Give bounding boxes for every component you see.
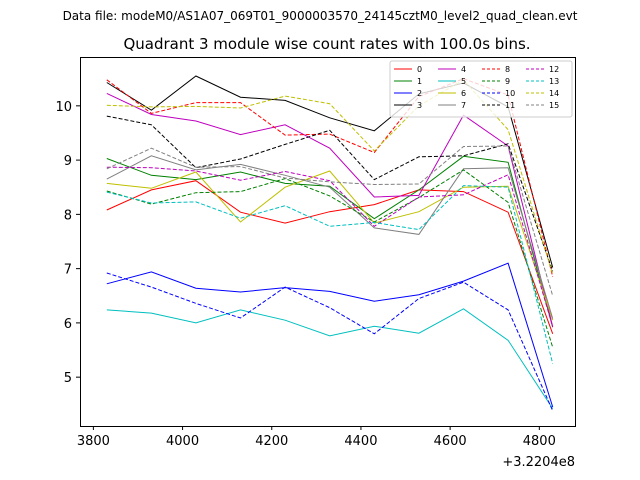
- x-tick-label: 4400: [344, 434, 377, 449]
- legend-label-2: 2: [417, 89, 422, 98]
- y-tick-label: 10: [55, 100, 72, 115]
- legend-label-6: 6: [461, 89, 466, 98]
- y-tick-label: 7: [64, 263, 72, 278]
- series-line-12: [106, 166, 554, 327]
- legend-label-7: 7: [461, 101, 466, 110]
- series-line-5: [106, 308, 554, 409]
- series-line-0: [106, 180, 554, 334]
- series-line-6: [106, 170, 554, 321]
- data-file-label: Data file: modeM0/AS1A07_069T01_90000035…: [63, 9, 578, 23]
- x-tick-label: 3800: [77, 434, 110, 449]
- series-line-4: [106, 92, 554, 327]
- series-line-2: [106, 262, 554, 408]
- series-line-9: [106, 169, 554, 348]
- x-tick-label: 4800: [523, 434, 556, 449]
- legend-box: [389, 60, 573, 118]
- series-layer: [106, 75, 554, 412]
- legend-label-5: 5: [461, 77, 466, 86]
- y-tick-label: 8: [64, 208, 72, 223]
- legend-label-1: 1: [417, 77, 422, 86]
- legend-label-3: 3: [417, 101, 422, 110]
- legend-label-15: 15: [549, 101, 559, 110]
- x-axis-offset-label: +3.2204e8: [502, 455, 575, 470]
- x-tick-label: 4200: [255, 434, 288, 449]
- series-line-11: [106, 115, 554, 272]
- axis-layer: 3800 4000 4200 4400 4600 4800 5 6 7 8 9 10: [55, 100, 555, 449]
- legend-label-10: 10: [505, 89, 515, 98]
- x-tick-label: 4000: [166, 434, 199, 449]
- series-line-10: [106, 272, 554, 412]
- series-line-1: [106, 155, 554, 328]
- series-line-15: [106, 145, 554, 296]
- series-line-13: [106, 185, 554, 364]
- legend-label-13: 13: [549, 77, 559, 86]
- chart-title: Quadrant 3 module wise count rates with …: [123, 35, 530, 53]
- y-tick-label: 6: [64, 317, 72, 332]
- legend-label-14: 14: [549, 89, 559, 98]
- x-tick-label: 4600: [434, 434, 467, 449]
- legend-label-8: 8: [505, 65, 510, 74]
- legend-label-12: 12: [549, 65, 559, 74]
- y-tick-label: 9: [64, 154, 72, 169]
- legend-label-4: 4: [461, 65, 466, 74]
- legend-label-11: 11: [505, 101, 515, 110]
- series-line-7: [106, 155, 554, 319]
- legend-label-9: 9: [505, 77, 510, 86]
- y-tick-label: 5: [64, 371, 72, 386]
- legend-label-0: 0: [417, 65, 422, 74]
- plot-frame: [80, 57, 576, 427]
